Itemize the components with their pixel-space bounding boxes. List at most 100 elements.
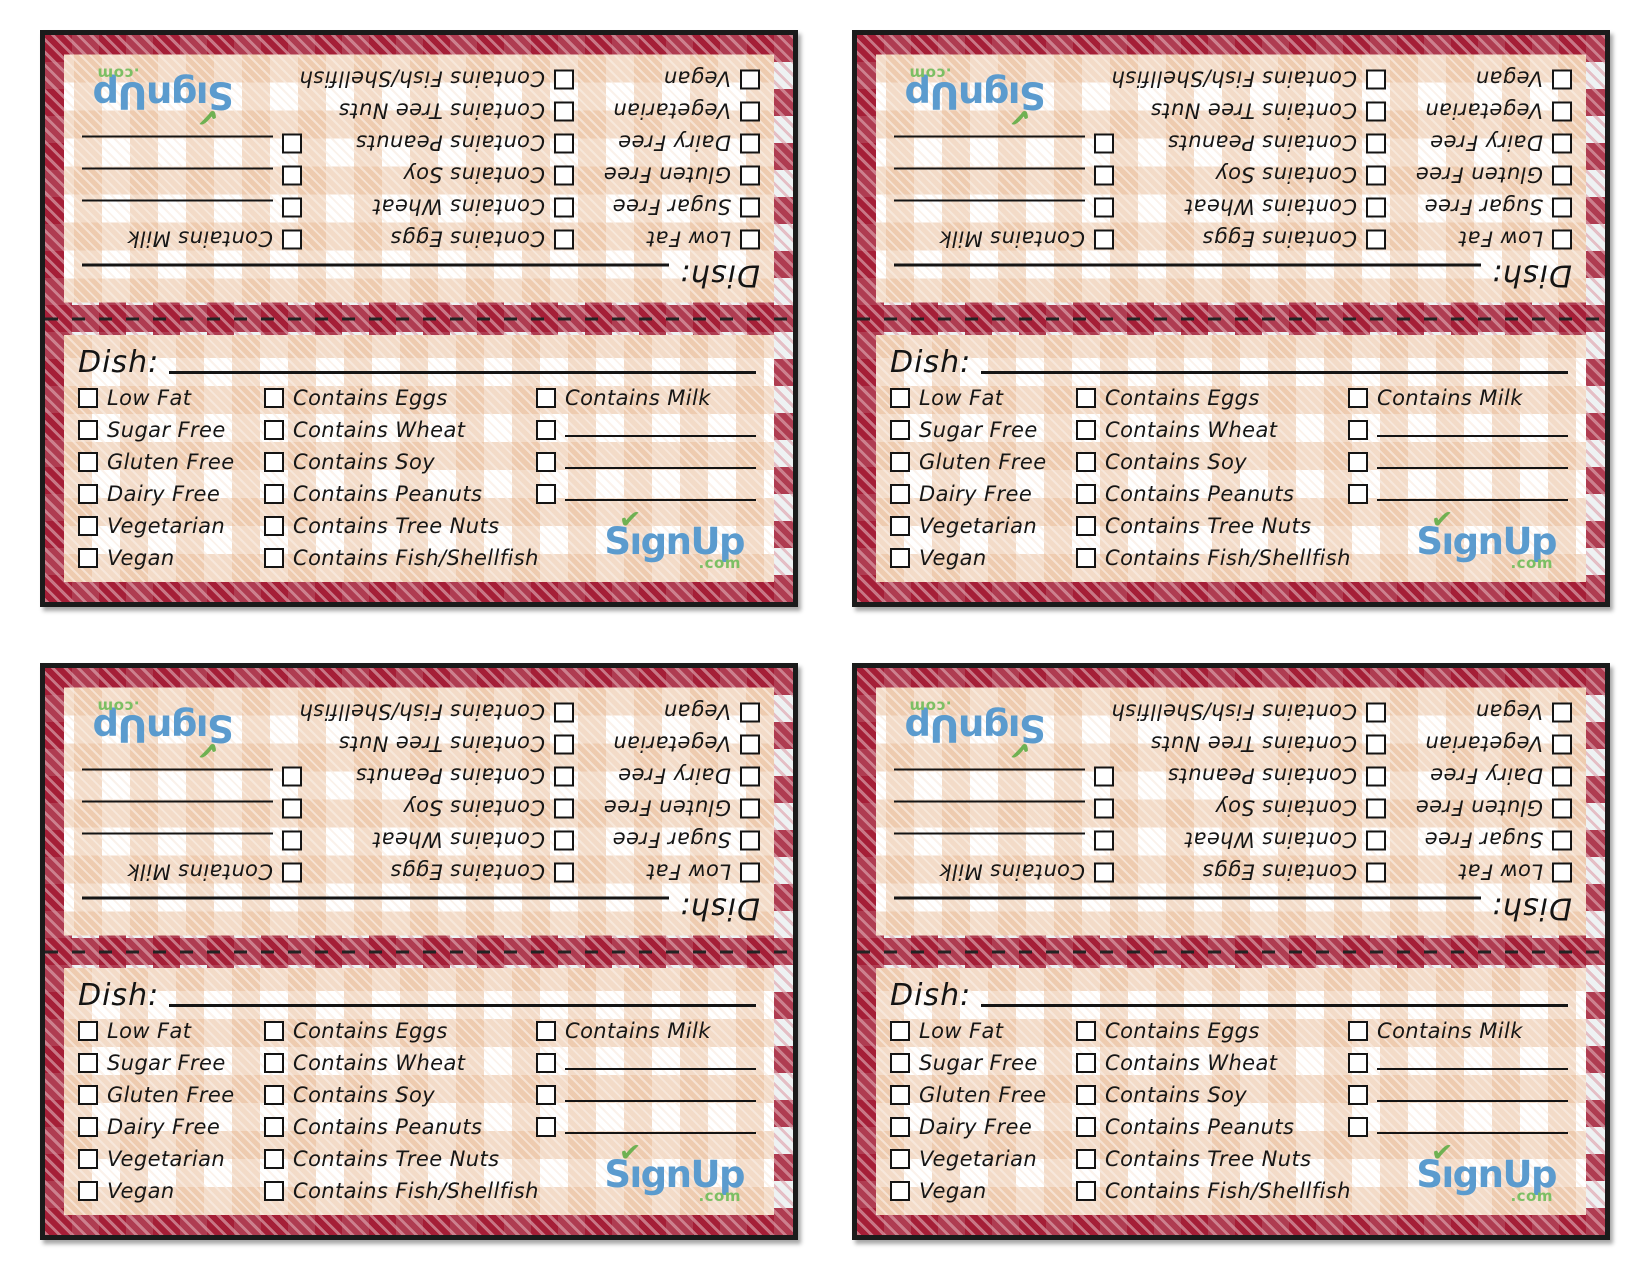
checkbox-contains-fish-shellfish[interactable] bbox=[1076, 547, 1096, 568]
checkbox-contains-wheat[interactable] bbox=[1076, 419, 1096, 440]
checkbox-contains-tree-nuts[interactable] bbox=[554, 734, 574, 755]
checkbox-contains-wheat[interactable] bbox=[1366, 197, 1386, 218]
checkbox-contains-soy[interactable] bbox=[264, 1084, 284, 1105]
checkbox-vegetarian[interactable] bbox=[740, 734, 760, 755]
checkbox-contains-fish-shellfish[interactable] bbox=[1366, 69, 1386, 90]
checkbox-contains-tree-nuts[interactable] bbox=[1076, 515, 1096, 536]
checkbox-contains-milk[interactable] bbox=[1094, 862, 1114, 883]
checkbox-dairy-free[interactable] bbox=[78, 483, 98, 504]
checkbox-dairy-free[interactable] bbox=[890, 483, 910, 504]
checkbox-dairy-free[interactable] bbox=[740, 133, 760, 154]
checkbox-dairy-free[interactable] bbox=[890, 1116, 910, 1137]
checkbox-contains-peanuts[interactable] bbox=[1076, 1116, 1096, 1137]
checkbox-contains-eggs[interactable] bbox=[554, 862, 574, 883]
checkbox-sugar-free[interactable] bbox=[1552, 197, 1572, 218]
checkbox-write-in[interactable] bbox=[1094, 798, 1114, 819]
checkbox-gluten-free[interactable] bbox=[78, 1084, 98, 1105]
checkbox-write-in[interactable] bbox=[1348, 1084, 1368, 1105]
checkbox-contains-peanuts[interactable] bbox=[264, 483, 284, 504]
checkbox-vegan[interactable] bbox=[890, 1180, 910, 1201]
checkbox-contains-soy[interactable] bbox=[554, 165, 574, 186]
checkbox-write-in[interactable] bbox=[1094, 197, 1114, 218]
checkbox-contains-milk[interactable] bbox=[1348, 1020, 1368, 1041]
checkbox-contains-eggs[interactable] bbox=[1076, 1020, 1096, 1041]
checkbox-contains-tree-nuts[interactable] bbox=[554, 101, 574, 122]
checkbox-write-in[interactable] bbox=[282, 197, 302, 218]
checkbox-contains-wheat[interactable] bbox=[1076, 1052, 1096, 1073]
checkbox-write-in[interactable] bbox=[536, 1084, 556, 1105]
checkbox-sugar-free[interactable] bbox=[78, 1052, 98, 1073]
checkbox-dairy-free[interactable] bbox=[78, 1116, 98, 1137]
checkbox-vegetarian[interactable] bbox=[890, 1148, 910, 1169]
checkbox-sugar-free[interactable] bbox=[78, 419, 98, 440]
checkbox-gluten-free[interactable] bbox=[1552, 798, 1572, 819]
checkbox-vegan[interactable] bbox=[1552, 69, 1572, 90]
checkbox-vegan[interactable] bbox=[890, 547, 910, 568]
checkbox-sugar-free[interactable] bbox=[740, 197, 760, 218]
checkbox-contains-milk[interactable] bbox=[282, 229, 302, 250]
checkbox-contains-peanuts[interactable] bbox=[1366, 133, 1386, 154]
checkbox-dairy-free[interactable] bbox=[1552, 766, 1572, 787]
checkbox-write-in[interactable] bbox=[282, 133, 302, 154]
checkbox-contains-tree-nuts[interactable] bbox=[1366, 101, 1386, 122]
checkbox-contains-milk[interactable] bbox=[536, 387, 556, 408]
checkbox-contains-fish-shellfish[interactable] bbox=[1366, 702, 1386, 723]
checkbox-write-in[interactable] bbox=[282, 830, 302, 851]
checkbox-write-in[interactable] bbox=[536, 451, 556, 472]
checkbox-contains-soy[interactable] bbox=[1076, 1084, 1096, 1105]
checkbox-vegan[interactable] bbox=[78, 1180, 98, 1201]
checkbox-contains-eggs[interactable] bbox=[1366, 862, 1386, 883]
checkbox-write-in[interactable] bbox=[282, 165, 302, 186]
checkbox-contains-milk[interactable] bbox=[536, 1020, 556, 1041]
checkbox-gluten-free[interactable] bbox=[890, 1084, 910, 1105]
checkbox-write-in[interactable] bbox=[1348, 483, 1368, 504]
checkbox-contains-soy[interactable] bbox=[1366, 165, 1386, 186]
checkbox-gluten-free[interactable] bbox=[740, 798, 760, 819]
checkbox-contains-soy[interactable] bbox=[554, 798, 574, 819]
checkbox-contains-wheat[interactable] bbox=[554, 830, 574, 851]
checkbox-contains-eggs[interactable] bbox=[264, 387, 284, 408]
checkbox-contains-fish-shellfish[interactable] bbox=[554, 702, 574, 723]
checkbox-gluten-free[interactable] bbox=[740, 165, 760, 186]
checkbox-gluten-free[interactable] bbox=[890, 451, 910, 472]
checkbox-sugar-free[interactable] bbox=[890, 1052, 910, 1073]
checkbox-contains-wheat[interactable] bbox=[554, 197, 574, 218]
checkbox-contains-soy[interactable] bbox=[264, 451, 284, 472]
checkbox-write-in[interactable] bbox=[1348, 1052, 1368, 1073]
checkbox-contains-eggs[interactable] bbox=[264, 1020, 284, 1041]
checkbox-contains-milk[interactable] bbox=[282, 862, 302, 883]
checkbox-contains-fish-shellfish[interactable] bbox=[1076, 1180, 1096, 1201]
checkbox-contains-fish-shellfish[interactable] bbox=[554, 69, 574, 90]
checkbox-write-in[interactable] bbox=[536, 419, 556, 440]
checkbox-contains-fish-shellfish[interactable] bbox=[264, 1180, 284, 1201]
checkbox-vegetarian[interactable] bbox=[1552, 734, 1572, 755]
checkbox-write-in[interactable] bbox=[1348, 419, 1368, 440]
checkbox-write-in[interactable] bbox=[536, 1052, 556, 1073]
checkbox-sugar-free[interactable] bbox=[890, 419, 910, 440]
checkbox-low-fat[interactable] bbox=[78, 1020, 98, 1041]
checkbox-gluten-free[interactable] bbox=[78, 451, 98, 472]
checkbox-sugar-free[interactable] bbox=[1552, 830, 1572, 851]
checkbox-dairy-free[interactable] bbox=[740, 766, 760, 787]
checkbox-vegetarian[interactable] bbox=[890, 515, 910, 536]
checkbox-vegetarian[interactable] bbox=[740, 101, 760, 122]
checkbox-contains-milk[interactable] bbox=[1348, 387, 1368, 408]
checkbox-write-in[interactable] bbox=[1094, 133, 1114, 154]
checkbox-sugar-free[interactable] bbox=[740, 830, 760, 851]
checkbox-write-in[interactable] bbox=[1094, 830, 1114, 851]
checkbox-write-in[interactable] bbox=[536, 1116, 556, 1137]
checkbox-write-in[interactable] bbox=[536, 483, 556, 504]
checkbox-low-fat[interactable] bbox=[78, 387, 98, 408]
checkbox-contains-wheat[interactable] bbox=[264, 419, 284, 440]
checkbox-contains-soy[interactable] bbox=[1076, 451, 1096, 472]
checkbox-contains-peanuts[interactable] bbox=[554, 766, 574, 787]
checkbox-contains-eggs[interactable] bbox=[1076, 387, 1096, 408]
checkbox-contains-peanuts[interactable] bbox=[1366, 766, 1386, 787]
checkbox-vegetarian[interactable] bbox=[78, 515, 98, 536]
checkbox-vegan[interactable] bbox=[740, 69, 760, 90]
checkbox-contains-tree-nuts[interactable] bbox=[1366, 734, 1386, 755]
checkbox-low-fat[interactable] bbox=[740, 862, 760, 883]
checkbox-low-fat[interactable] bbox=[890, 387, 910, 408]
checkbox-vegan[interactable] bbox=[1552, 702, 1572, 723]
checkbox-write-in[interactable] bbox=[282, 798, 302, 819]
